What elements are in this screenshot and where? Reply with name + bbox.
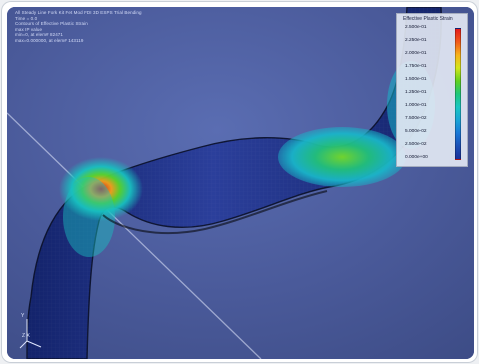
hud-header: All Steady Line Fork Kit Fet Mod FDI 3D …	[15, 10, 142, 44]
hud-ip: max IP value	[15, 26, 43, 32]
hud-contour: Contours of Effective Plastic Strain	[15, 21, 88, 27]
legend-label-7: 7.500e-02	[405, 116, 427, 121]
legend-labels: 2.500e-01 2.250e-01 2.000e-01 1.750e-01 …	[405, 25, 453, 162]
legend-label-4: 1.500e-01	[405, 77, 427, 82]
legend-label-6: 1.000e-01	[405, 103, 427, 108]
legend-label-8: 5.000e-02	[405, 129, 427, 134]
axis-label-y: Y	[21, 313, 25, 319]
legend-label-5: 1.250e-01	[405, 90, 427, 95]
legend-label-3: 1.750e-01	[405, 64, 427, 69]
legend-label-9: 2.500e-02	[405, 142, 427, 147]
axis-triad: Y Z X	[17, 307, 61, 351]
legend-label-10: 0.000e+00	[405, 155, 428, 160]
legend-color-bar	[455, 28, 461, 160]
hud-min: min=0, at elem# 82471	[15, 32, 64, 38]
hud-max: max=0.000000, at elem# 143119	[15, 37, 84, 43]
legend-label-2: 2.000e-01	[405, 51, 427, 56]
symmetry-plane-line	[7, 112, 262, 359]
hud-time: Time = 0.0	[15, 15, 38, 21]
axis-label-xz: Z X	[22, 333, 30, 339]
hud-title: All Steady Line Fork Kit Fet Mod FDI 3D …	[15, 10, 142, 15]
legend-label-0: 2.500e-01	[405, 25, 427, 30]
contour-legend: Effective Plastic Strain 2.500e-01 2.250…	[396, 13, 468, 167]
legend-title: Effective Plastic Strain	[403, 16, 453, 22]
fea-viewport[interactable]: All Steady Line Fork Kit Fet Mod FDI 3D …	[7, 7, 474, 359]
legend-label-1: 2.250e-01	[405, 38, 427, 43]
axis-triad-icon	[19, 319, 42, 349]
